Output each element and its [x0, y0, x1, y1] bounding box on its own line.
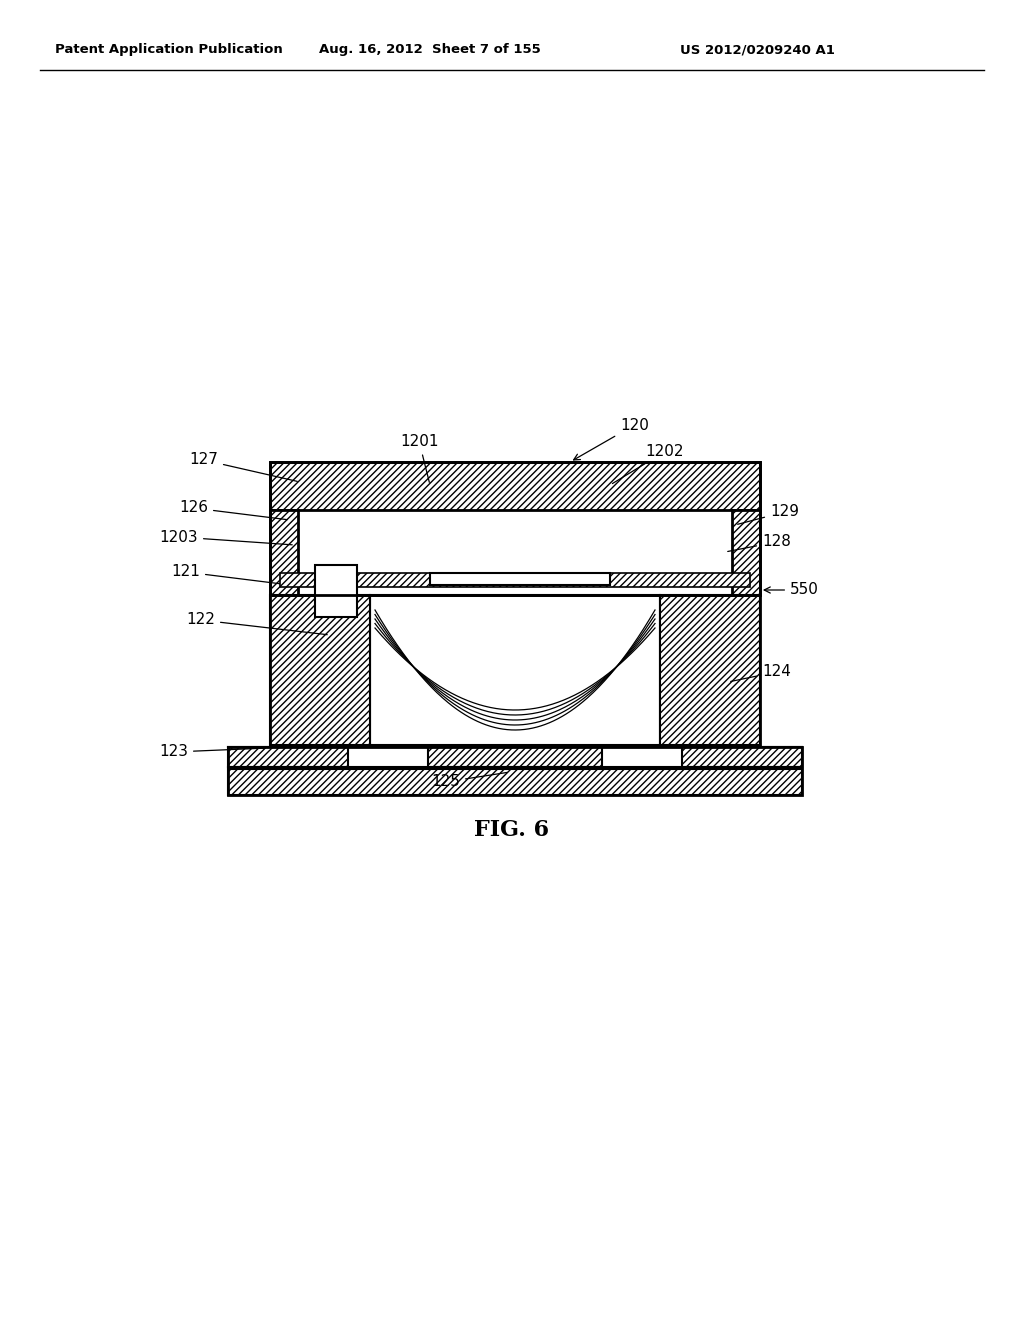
Bar: [602, 747, 682, 767]
Text: 1203: 1203: [160, 529, 292, 545]
Bar: [315, 565, 357, 616]
Text: 129: 129: [737, 504, 799, 524]
Bar: [348, 747, 428, 767]
Text: 122: 122: [186, 612, 328, 635]
Bar: [370, 595, 660, 744]
Text: 128: 128: [728, 535, 791, 552]
Bar: [270, 595, 760, 744]
Bar: [660, 595, 760, 744]
Text: 127: 127: [189, 453, 297, 482]
Text: 125: 125: [431, 772, 507, 789]
Text: Aug. 16, 2012  Sheet 7 of 155: Aug. 16, 2012 Sheet 7 of 155: [319, 44, 541, 57]
Bar: [228, 770, 802, 795]
Text: 1201: 1201: [400, 434, 438, 482]
Text: 126: 126: [179, 500, 288, 520]
Bar: [270, 595, 370, 744]
Text: 123: 123: [159, 744, 265, 759]
Text: 1202: 1202: [612, 445, 683, 483]
Text: 550: 550: [764, 582, 819, 598]
Text: 121: 121: [171, 565, 288, 585]
Bar: [228, 747, 802, 795]
Text: FIG. 6: FIG. 6: [474, 818, 550, 841]
Bar: [270, 462, 760, 510]
Bar: [732, 510, 760, 595]
Bar: [270, 510, 298, 595]
Text: Patent Application Publication: Patent Application Publication: [55, 44, 283, 57]
Bar: [430, 573, 610, 585]
Bar: [280, 573, 750, 587]
Bar: [270, 462, 760, 595]
Text: US 2012/0209240 A1: US 2012/0209240 A1: [680, 44, 835, 57]
Bar: [228, 747, 802, 767]
Bar: [298, 510, 732, 595]
Text: 124: 124: [731, 664, 791, 681]
Text: 120: 120: [573, 417, 649, 459]
